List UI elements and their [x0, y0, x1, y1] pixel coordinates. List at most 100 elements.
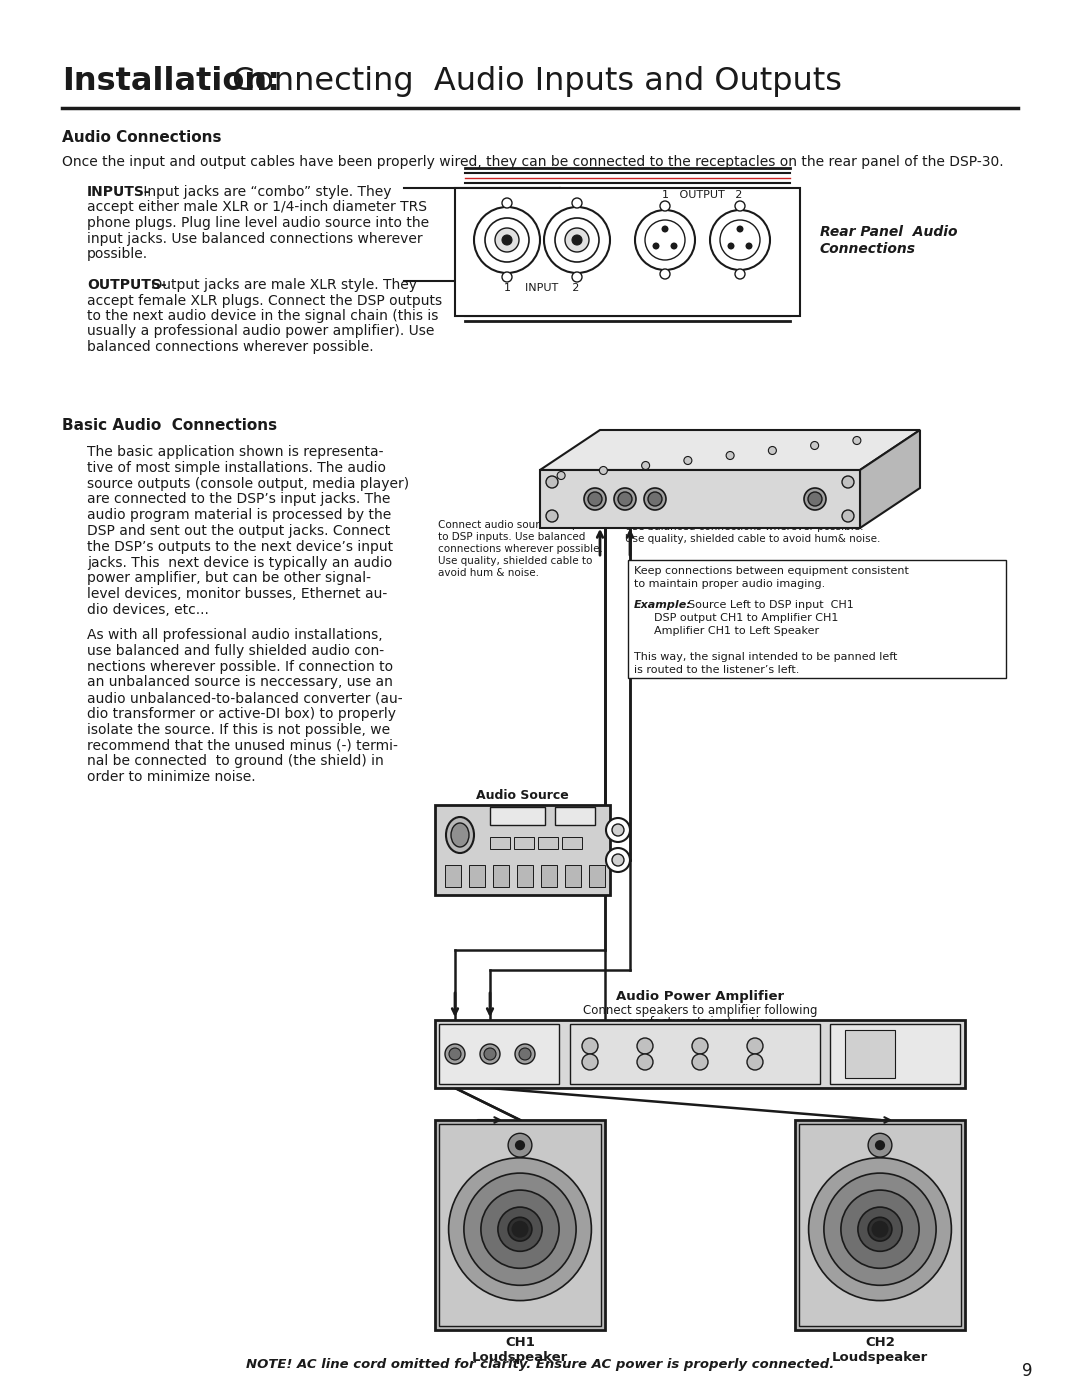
Circle shape [508, 1133, 531, 1157]
Text: source outputs (console output, media player): source outputs (console output, media pl… [87, 476, 409, 490]
Text: Keep connections between equipment consistent: Keep connections between equipment consi… [634, 566, 909, 576]
Text: accept either male XLR or 1/4-inch diameter TRS: accept either male XLR or 1/4-inch diame… [87, 201, 427, 215]
Circle shape [618, 492, 632, 506]
Bar [435, 1120, 605, 1330]
Bar [438, 1125, 600, 1326]
Circle shape [606, 819, 630, 842]
Circle shape [612, 824, 624, 835]
Text: accept female XLR plugs. Connect the DSP outputs: accept female XLR plugs. Connect the DSP… [87, 293, 442, 307]
Circle shape [557, 472, 565, 479]
Text: Connections: Connections [820, 242, 916, 256]
Circle shape [448, 1158, 592, 1301]
Text: The basic application shown is representa-: The basic application shown is represent… [87, 446, 383, 460]
Text: use balanced and fully shielded audio con-: use balanced and fully shielded audio co… [87, 644, 384, 658]
Ellipse shape [451, 823, 469, 847]
Circle shape [582, 1053, 598, 1070]
Text: Connecting  Audio Inputs and Outputs: Connecting Audio Inputs and Outputs [222, 66, 842, 96]
Bar [799, 1125, 961, 1326]
Bar [435, 1020, 966, 1088]
Text: DSP-30: DSP-30 [697, 440, 764, 458]
Text: possible.: possible. [87, 247, 148, 261]
Circle shape [565, 228, 589, 251]
Circle shape [495, 228, 519, 251]
Circle shape [512, 1221, 528, 1238]
Circle shape [671, 243, 677, 250]
Circle shape [858, 1207, 902, 1252]
Circle shape [502, 235, 512, 244]
Circle shape [842, 476, 854, 488]
Circle shape [652, 243, 660, 250]
Text: isolate the source. If this is not possible, we: isolate the source. If this is not possi… [87, 722, 390, 736]
Text: This way, the signal intended to be panned left: This way, the signal intended to be pann… [634, 652, 897, 662]
Text: balanced connections wherever possible.: balanced connections wherever possible. [87, 339, 374, 353]
Bar [627, 560, 1005, 678]
Text: audio unbalanced-to-balanced converter (au-: audio unbalanced-to-balanced converter (… [87, 692, 403, 705]
Circle shape [804, 488, 826, 510]
Circle shape [449, 1048, 461, 1060]
Text: to maintain proper audio imaging.: to maintain proper audio imaging. [634, 578, 825, 590]
Bar [589, 865, 605, 887]
Bar [562, 837, 582, 849]
Circle shape [648, 492, 662, 506]
Circle shape [735, 270, 745, 279]
Text: Source Left to DSP input  CH1: Source Left to DSP input CH1 [688, 599, 854, 610]
Bar [514, 837, 534, 849]
Bar [831, 1024, 960, 1084]
Text: audio program material is processed by the: audio program material is processed by t… [87, 509, 391, 522]
Bar [540, 469, 860, 528]
Circle shape [544, 207, 610, 272]
Text: INPUTS-: INPUTS- [87, 184, 150, 198]
Circle shape [515, 1044, 535, 1065]
Text: Use quality, shielded cable to avoid hum& noise.: Use quality, shielded cable to avoid hum… [625, 534, 880, 543]
Circle shape [508, 1217, 531, 1241]
Text: level devices, monitor busses, Ethernet au-: level devices, monitor busses, Ethernet … [87, 587, 388, 601]
Circle shape [637, 1038, 653, 1053]
Circle shape [841, 1190, 919, 1268]
Circle shape [484, 1048, 496, 1060]
Text: Connect audio source outputs: Connect audio source outputs [438, 520, 595, 529]
Text: CH1
Loudspeaker: CH1 Loudspeaker [472, 1336, 568, 1363]
Bar [490, 807, 545, 826]
Bar [445, 865, 461, 887]
Text: to the next audio device in the signal chain (this is: to the next audio device in the signal c… [87, 309, 438, 323]
Circle shape [519, 1048, 531, 1060]
Text: usually a professional audio power amplifier). Use: usually a professional audio power ampli… [87, 324, 434, 338]
Circle shape [502, 198, 512, 208]
Circle shape [842, 510, 854, 522]
Text: tive of most simple installations. The audio: tive of most simple installations. The a… [87, 461, 386, 475]
Circle shape [660, 270, 670, 279]
Text: As with all professional audio installations,: As with all professional audio installat… [87, 629, 382, 643]
Circle shape [811, 441, 819, 450]
Circle shape [572, 198, 582, 208]
Bar [517, 865, 534, 887]
Text: 1   OUTPUT   2: 1 OUTPUT 2 [662, 190, 742, 200]
Text: 1    INPUT    2: 1 INPUT 2 [504, 284, 580, 293]
Circle shape [808, 492, 822, 506]
Bar [469, 865, 485, 887]
Ellipse shape [446, 817, 474, 854]
Circle shape [480, 1044, 500, 1065]
Circle shape [642, 461, 650, 469]
Circle shape [555, 218, 599, 263]
Circle shape [737, 225, 743, 232]
Circle shape [872, 1221, 889, 1238]
Circle shape [572, 272, 582, 282]
Text: Input jacks are “combo” style. They: Input jacks are “combo” style. They [139, 184, 391, 198]
Text: to DSP inputs. Use balanced: to DSP inputs. Use balanced [438, 532, 585, 542]
Text: an unbalanced source is neccessary, use an: an unbalanced source is neccessary, use … [87, 675, 393, 689]
Circle shape [474, 207, 540, 272]
Text: CH2
Loudspeaker: CH2 Loudspeaker [832, 1336, 928, 1363]
Text: manufacturer’s instructions.: manufacturer’s instructions. [617, 1016, 784, 1030]
Bar [541, 865, 557, 887]
Bar [570, 1024, 820, 1084]
Circle shape [684, 457, 692, 464]
Circle shape [745, 243, 753, 250]
Text: Amplifier CH1 to Left Speaker: Amplifier CH1 to Left Speaker [654, 626, 819, 636]
Text: Audio Power Amplifier: Audio Power Amplifier [616, 990, 784, 1003]
Circle shape [572, 235, 582, 244]
Text: Example:: Example: [634, 599, 692, 610]
Circle shape [720, 219, 760, 260]
Text: jacks. This  next device is typically an audio: jacks. This next device is typically an … [87, 556, 392, 570]
Circle shape [588, 492, 602, 506]
Bar [795, 1120, 966, 1330]
